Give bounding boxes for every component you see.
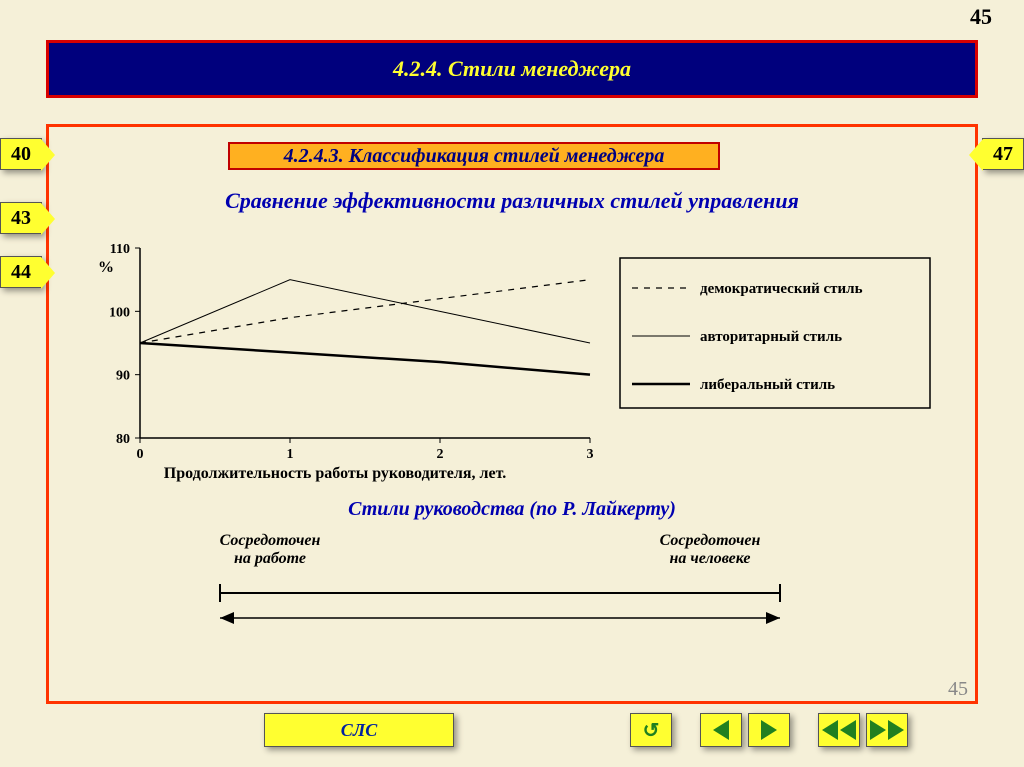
- likert-left-label: Сосредоточен на работе: [170, 532, 370, 569]
- sls-button[interactable]: СЛС: [264, 713, 454, 747]
- page-number-bottom: 45: [948, 678, 968, 701]
- section-heading: Сравнение эффективности различных стилей…: [0, 188, 1024, 214]
- triangle-left-icon: [713, 720, 729, 740]
- likert-scale: [200, 576, 800, 636]
- double-triangle-right-icon: [870, 720, 904, 740]
- nav-label: 44: [11, 261, 31, 284]
- svg-text:80: 80: [116, 432, 130, 447]
- svg-text:100: 100: [109, 305, 130, 320]
- triangle-right-icon: [761, 720, 777, 740]
- likert-right-line1: Сосредоточен: [660, 532, 761, 549]
- nav-link-44[interactable]: 44: [0, 256, 42, 288]
- nav-label: 47: [993, 143, 1013, 166]
- title-bar: 4.2.4. Стили менеджера: [46, 40, 978, 98]
- likert-right-label: Сосредоточен на человеке: [600, 532, 820, 569]
- nav-link-40[interactable]: 40: [0, 138, 42, 170]
- likert-left-line2: на работе: [234, 550, 306, 567]
- svg-text:демократический стиль: демократический стиль: [700, 281, 863, 297]
- title-bar-text: 4.2.4. Стили менеджера: [393, 56, 631, 82]
- fast-forward-button[interactable]: [866, 713, 908, 747]
- svg-text:%: %: [98, 259, 114, 276]
- sls-label: СЛС: [341, 720, 378, 741]
- svg-text:3: 3: [587, 447, 594, 462]
- nav-label: 40: [11, 143, 31, 166]
- next-button[interactable]: [748, 713, 790, 747]
- prev-button[interactable]: [700, 713, 742, 747]
- svg-text:110: 110: [110, 242, 130, 257]
- likert-right-line2: на человеке: [670, 550, 751, 567]
- return-icon: ↺: [643, 718, 660, 743]
- svg-text:1: 1: [287, 447, 294, 462]
- svg-text:либеральный стиль: либеральный стиль: [700, 377, 835, 393]
- sub-title: 4.2.4.3. Классификация стилей менеджера: [228, 142, 720, 170]
- double-triangle-left-icon: [822, 720, 856, 740]
- likert-left-line1: Сосредоточен: [220, 532, 321, 549]
- svg-text:Продолжительность работы руков: Продолжительность работы руководителя, л…: [164, 465, 506, 482]
- nav-label: 43: [11, 207, 31, 230]
- svg-text:90: 90: [116, 369, 130, 384]
- sub-title-text: 4.2.4.3. Классификация стилей менеджера: [284, 145, 665, 168]
- svg-text:2: 2: [437, 447, 444, 462]
- nav-link-47[interactable]: 47: [982, 138, 1024, 170]
- svg-text:0: 0: [137, 447, 144, 462]
- return-button[interactable]: ↺: [630, 713, 672, 747]
- likert-heading: Стили руководства (по Р. Лайкерту): [0, 498, 1024, 521]
- rewind-button[interactable]: [818, 713, 860, 747]
- efficiency-chart: 80 90 100 110 0 1 2 3% Продолжительность работы …: [80, 230, 950, 490]
- svg-text:авторитарный стиль: авторитарный стиль: [700, 329, 842, 345]
- nav-link-43[interactable]: 43: [0, 202, 42, 234]
- page-number-top: 45: [970, 4, 992, 30]
